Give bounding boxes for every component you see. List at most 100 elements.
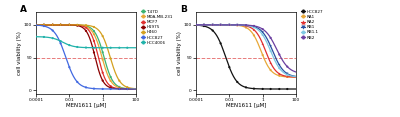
Point: [251, 88, 257, 90]
Point: [210, 24, 216, 26]
Point: [91, 47, 97, 49]
Point: [210, 30, 216, 31]
Point: [50, 24, 56, 26]
Point: [58, 42, 64, 44]
Point: [276, 75, 282, 77]
Point: [284, 76, 290, 78]
Point: [201, 24, 207, 26]
Point: [108, 87, 114, 89]
Point: [193, 24, 199, 26]
Point: [234, 24, 240, 26]
Point: [116, 47, 122, 49]
Point: [41, 24, 47, 26]
Point: [108, 80, 114, 82]
Point: [243, 24, 249, 26]
Point: [124, 88, 130, 90]
Point: [50, 37, 56, 39]
Point: [201, 24, 207, 26]
Point: [243, 27, 249, 28]
Point: [251, 26, 257, 27]
Point: [83, 25, 89, 27]
Point: [251, 26, 257, 28]
Point: [226, 24, 232, 26]
Point: [210, 24, 216, 26]
Point: [243, 24, 249, 26]
Point: [100, 59, 106, 60]
Point: [66, 24, 72, 26]
Point: [193, 24, 199, 26]
Point: [276, 73, 282, 75]
Point: [201, 24, 207, 26]
Point: [124, 86, 130, 88]
Point: [268, 50, 274, 52]
Legend: HCC827, RA1, RA2, RB1, RB1.1, RB2: HCC827, RA1, RA2, RB1, RB1.1, RB2: [301, 10, 323, 40]
Point: [276, 67, 282, 69]
Point: [83, 26, 89, 28]
Point: [108, 85, 114, 87]
Point: [33, 24, 39, 26]
Point: [100, 47, 106, 49]
Point: [41, 36, 47, 38]
Point: [268, 69, 274, 71]
Point: [83, 30, 89, 32]
Point: [58, 24, 64, 26]
Point: [124, 88, 130, 90]
Point: [124, 88, 130, 90]
Point: [234, 24, 240, 26]
Point: [74, 24, 80, 26]
Point: [50, 30, 56, 31]
Point: [234, 81, 240, 83]
Point: [100, 51, 106, 53]
Point: [243, 86, 249, 88]
Point: [234, 24, 240, 26]
Point: [276, 88, 282, 90]
Point: [50, 24, 56, 26]
Point: [74, 24, 80, 26]
Point: [83, 86, 89, 88]
Point: [50, 24, 56, 26]
Text: B: B: [180, 5, 187, 14]
Point: [124, 47, 130, 49]
Point: [243, 25, 249, 27]
Point: [74, 24, 80, 26]
Point: [260, 54, 266, 56]
Point: [226, 24, 232, 26]
Point: [210, 24, 216, 26]
Point: [108, 76, 114, 78]
Point: [218, 24, 224, 26]
Point: [33, 24, 39, 26]
Point: [33, 24, 39, 26]
Point: [251, 25, 257, 27]
Point: [66, 44, 72, 46]
Point: [218, 24, 224, 26]
Point: [58, 40, 64, 42]
Point: [74, 46, 80, 48]
Point: [268, 62, 274, 64]
Point: [218, 24, 224, 26]
Point: [276, 64, 282, 66]
Point: [201, 25, 207, 27]
Point: [251, 35, 257, 36]
Point: [260, 88, 266, 90]
Point: [210, 24, 216, 26]
Point: [218, 24, 224, 26]
Point: [100, 88, 106, 90]
Point: [66, 66, 72, 68]
Point: [260, 43, 266, 45]
Point: [260, 34, 266, 36]
Point: [284, 88, 290, 90]
Point: [74, 81, 80, 83]
Point: [83, 24, 89, 26]
Text: A: A: [20, 5, 27, 14]
Point: [100, 35, 106, 37]
Point: [33, 24, 39, 26]
Point: [218, 24, 224, 26]
Point: [108, 47, 114, 49]
Legend: T-47D, MDA-MB-231, MCF7, H1975, H460, HCC827, HCC4006: T-47D, MDA-MB-231, MCF7, H1975, H460, HC…: [141, 10, 173, 45]
Point: [58, 24, 64, 26]
Point: [50, 24, 56, 26]
Point: [91, 40, 97, 42]
Point: [33, 24, 39, 26]
Point: [218, 42, 224, 44]
Point: [226, 66, 232, 68]
